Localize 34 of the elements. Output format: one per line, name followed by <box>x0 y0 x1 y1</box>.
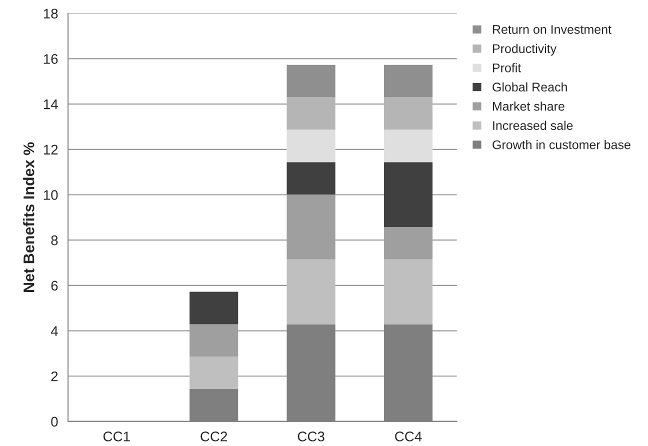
y-tick-label: 18 <box>44 8 58 19</box>
legend-label: Return on Investment <box>493 25 612 34</box>
x-tick-label: CC3 <box>298 432 324 442</box>
y-tick-label: 12 <box>44 144 58 154</box>
bar <box>286 259 336 324</box>
x-tick-label: CC4 <box>395 432 422 442</box>
bar <box>286 97 336 130</box>
y-tick-label: 6 <box>51 280 58 291</box>
y-tick-label: 14 <box>44 100 58 110</box>
y-tick-label: 8 <box>51 235 58 246</box>
bar <box>190 356 238 390</box>
bar <box>384 97 433 130</box>
y-tick-label: 10 <box>44 190 58 200</box>
legend-label: Global Reach <box>492 82 567 92</box>
legend-label: Growth in customer base <box>492 140 630 150</box>
legend-label: Market share <box>493 102 564 111</box>
y-axis-title: Net Benefits Index % <box>23 142 34 292</box>
bar <box>286 64 336 98</box>
y-tick-label: 2 <box>51 371 58 382</box>
y-tick-label: 0 <box>51 416 58 427</box>
legend-label: Increased sale <box>493 120 573 130</box>
y-tick-label: 16 <box>44 54 58 64</box>
bar <box>384 259 433 324</box>
bar <box>384 162 433 227</box>
bar <box>286 130 336 162</box>
bar <box>384 130 433 162</box>
x-tick-label: CC1 <box>103 432 130 442</box>
bar <box>286 162 336 195</box>
x-tick-label: CC2 <box>200 432 228 442</box>
bar <box>190 292 238 324</box>
legend-label: Productivity <box>493 44 557 56</box>
y-tick-label: 4 <box>50 326 58 336</box>
bar <box>384 64 433 98</box>
legend-label: Profit <box>493 63 522 72</box>
